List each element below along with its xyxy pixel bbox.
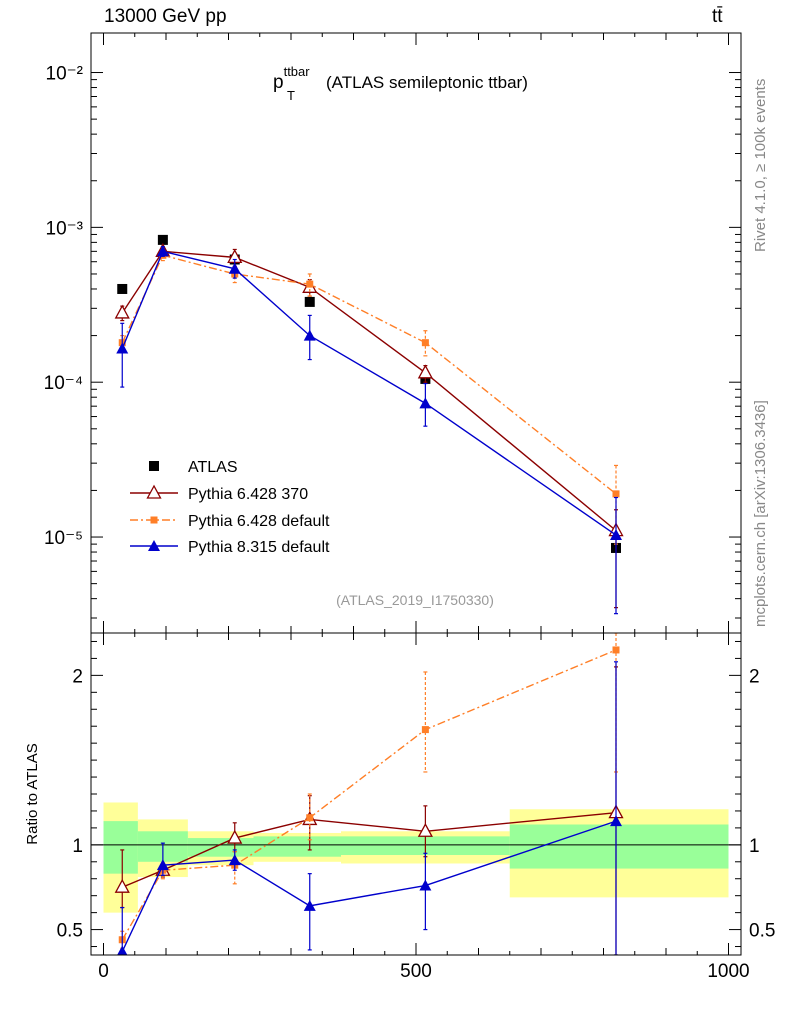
top-data-point xyxy=(303,329,316,341)
x-tick-label: 500 xyxy=(400,961,432,982)
header-left: 13000 GeV pp xyxy=(104,6,227,27)
y-tick-label-top: 10⁻⁴ xyxy=(44,373,83,394)
legend-entry: Pythia 6.428 default xyxy=(130,513,330,530)
top-data-point xyxy=(157,234,168,245)
chart-title: pttbar T (ATLAS semileptonic ttbar) xyxy=(273,64,528,103)
x-tick-label: 1000 xyxy=(707,961,749,982)
legend-label: Pythia 6.428 default xyxy=(188,513,330,530)
y-tick-label-top: 10⁻⁵ xyxy=(44,528,83,549)
legend-label: Pythia 6.428 370 xyxy=(188,486,308,503)
top-data-point xyxy=(114,304,130,319)
top-series-pythia-8-315-default xyxy=(116,245,622,615)
y-tick-label-ratio-right: 2 xyxy=(749,666,760,687)
ratio-series-pythia-6-428-default xyxy=(118,633,620,949)
band-green-bin xyxy=(253,836,341,857)
ratio-series-line xyxy=(121,649,617,941)
ratio-data-point xyxy=(419,879,432,891)
legend-marker xyxy=(146,484,162,499)
series-layer xyxy=(114,234,624,955)
y-tick-label-ratio: 0.5 xyxy=(57,921,83,942)
legend-label: ATLAS xyxy=(188,459,238,476)
ratio-data-point xyxy=(306,814,314,822)
y-tick-label-top: 10⁻² xyxy=(46,64,84,85)
top-data-point xyxy=(612,490,620,498)
top-data-point xyxy=(228,262,241,274)
legend-marker xyxy=(148,540,160,551)
legend-marker xyxy=(150,516,158,524)
top-data-point xyxy=(304,296,315,307)
x-tick-label: 0 xyxy=(98,961,109,982)
top-data-point xyxy=(417,364,433,379)
ratio-data-point xyxy=(227,829,243,844)
ratio-data-point xyxy=(156,859,169,871)
uncertainty-bands xyxy=(91,802,741,913)
legend-entry: Pythia 8.315 default xyxy=(130,539,330,556)
analysis-id: (ATLAS_2019_I1750330) xyxy=(336,592,494,608)
y-tick-label-ratio: 2 xyxy=(72,666,83,687)
top-data-point xyxy=(421,339,429,347)
top-series-atlas xyxy=(117,234,621,553)
top-series-line xyxy=(121,254,617,495)
legend-entry: Pythia 6.428 370 xyxy=(130,484,308,503)
title-sub: T xyxy=(287,88,295,103)
ratio-data-point xyxy=(303,899,316,911)
ratio-data-point xyxy=(117,945,128,955)
top-data-point xyxy=(610,529,622,541)
top-data-point xyxy=(116,342,129,354)
y-tick-label-ratio-right: 0.5 xyxy=(749,921,775,942)
ratio-series-pythia-8-315-default xyxy=(117,661,622,955)
top-series-line xyxy=(121,250,617,536)
ratio-data-point xyxy=(421,726,429,734)
y-tick-label-ratio: 1 xyxy=(72,836,83,857)
top-data-point xyxy=(306,280,314,288)
ratio-data-point xyxy=(610,815,622,827)
title-rest: (ATLAS semileptonic ttbar) xyxy=(326,73,528,92)
ratio-data-point xyxy=(417,822,433,837)
legend-entry: ATLAS xyxy=(149,459,238,476)
top-series-line xyxy=(121,250,617,532)
ratio-series-line xyxy=(121,811,617,888)
ratio-series-group xyxy=(114,633,624,955)
title-main: p xyxy=(273,72,284,93)
ratio-data-point xyxy=(114,878,130,893)
top-data-point xyxy=(156,245,169,257)
legend: ATLAS Pythia 6.428 370 Pythia 6.428 defaul… xyxy=(130,459,330,556)
band-green-bin xyxy=(103,821,138,874)
header-right: tt̄ xyxy=(712,6,723,27)
ratio-data-point xyxy=(612,646,620,654)
ratio-panel-frame xyxy=(90,632,742,956)
y-tick-label-top: 10⁻³ xyxy=(46,218,84,239)
title-sup: ttbar xyxy=(284,64,311,79)
y-tick-label-ratio-right: 1 xyxy=(749,836,760,857)
ratio-data-point xyxy=(228,854,241,866)
ratio-y-axis-label: Ratio to ATLAS xyxy=(24,743,41,844)
legend-label: Pythia 8.315 default xyxy=(188,539,330,556)
ratio-series-line xyxy=(121,820,617,952)
ticks xyxy=(91,33,741,955)
top-data-point xyxy=(117,283,128,294)
band-green-bin xyxy=(509,824,729,869)
labels: 10⁻² 10⁻³ 10⁻⁴ 10⁻⁵ 0.5 0.5 1 1 2 2 0 500 1000 Ratio … xyxy=(24,64,775,982)
legend-marker xyxy=(149,461,159,471)
top-data-point xyxy=(419,397,432,409)
